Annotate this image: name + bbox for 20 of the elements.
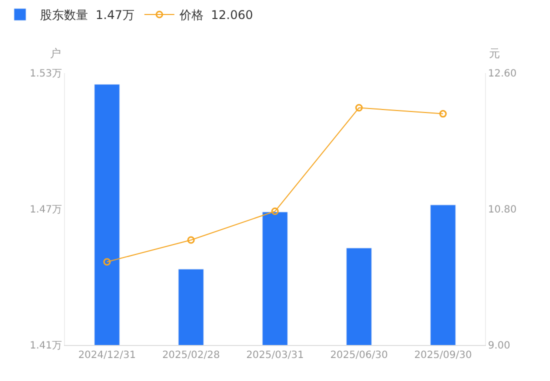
legend-label: 价格 12.060 <box>178 8 253 22</box>
y-tick-label: 1.47万 <box>30 204 62 216</box>
x-tick-label: 2025/03/31 <box>246 350 304 361</box>
y2-tick-label: 12.60 <box>488 68 517 80</box>
point <box>187 236 195 244</box>
point <box>103 258 111 266</box>
x-tick-label: 2025/02/28 <box>162 350 220 361</box>
x-tick-label: 2025/09/30 <box>414 350 472 361</box>
y-axis-title: 户 <box>50 47 61 60</box>
point <box>271 208 279 216</box>
legend-label: 股东数量 1.47万 <box>40 8 134 22</box>
point <box>439 110 447 118</box>
point <box>355 104 363 112</box>
x-tick-label: 2024/12/31 <box>78 350 136 361</box>
y2-axis-title: 元 <box>489 47 500 60</box>
y-tick-label: 1.41万 <box>30 340 62 352</box>
y2-tick-label: 9.00 <box>488 340 510 352</box>
y-tick-label: 1.53万 <box>30 68 62 80</box>
x-tick-label: 2025/06/30 <box>330 350 388 361</box>
y2-tick-label: 10.80 <box>488 204 517 216</box>
